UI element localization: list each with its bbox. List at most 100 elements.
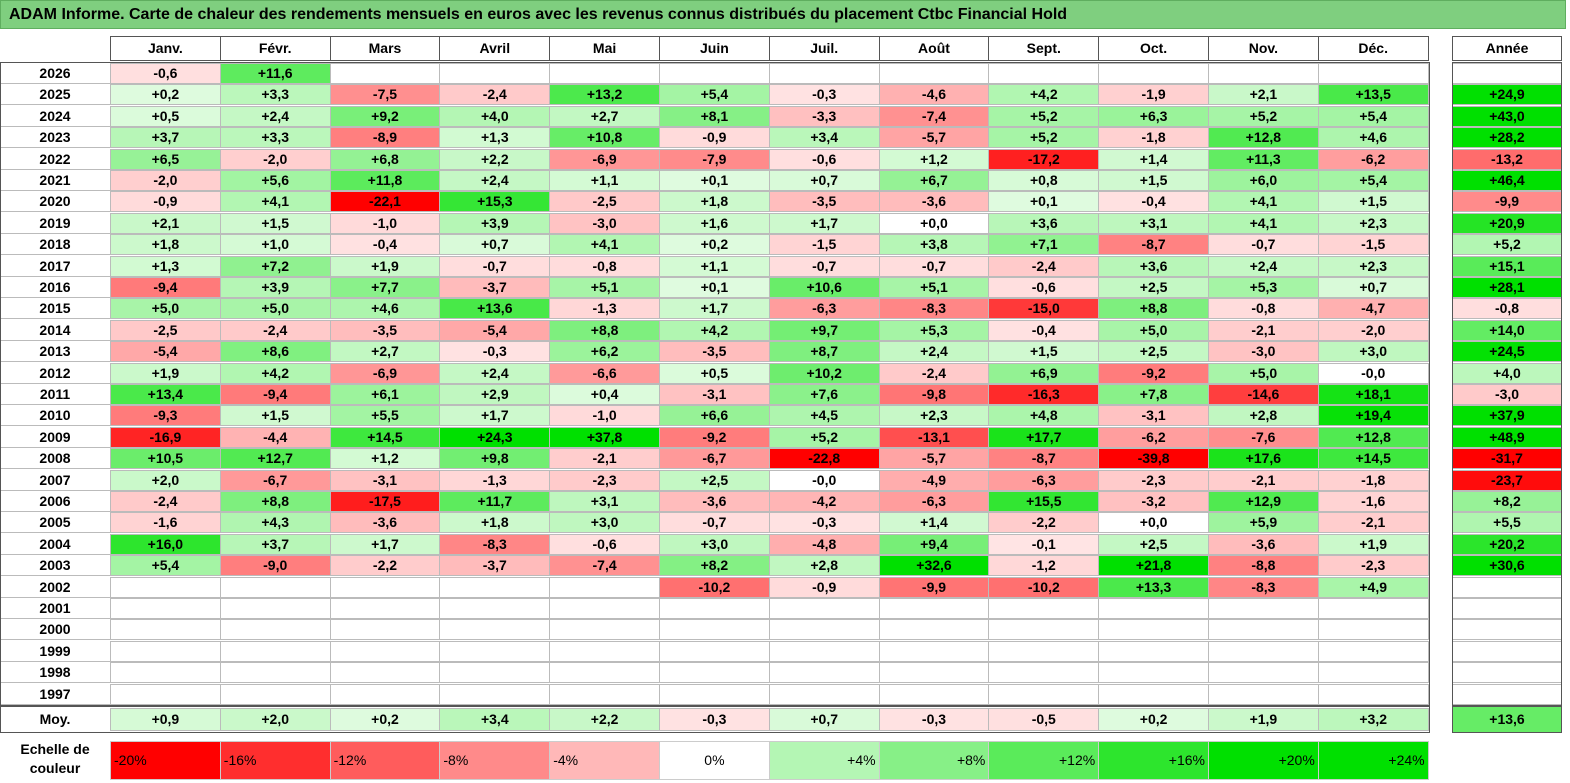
heatmap-cell: -0,4 bbox=[988, 319, 1100, 341]
heatmap-cell bbox=[110, 576, 221, 598]
heatmap-cell: -0,9 bbox=[659, 127, 770, 149]
heatmap-cell: +10,5 bbox=[110, 448, 221, 470]
heatmap-cell bbox=[219, 598, 331, 619]
heatmap-cell: +4,2 bbox=[219, 362, 331, 384]
heatmap-cell: -0,0 bbox=[768, 469, 880, 491]
heatmap-cell: -3,2 bbox=[1098, 491, 1209, 512]
heatmap-cell bbox=[878, 640, 990, 662]
heatmap-cell: +2,0 bbox=[110, 469, 221, 491]
heatmap-cell: -4,2 bbox=[768, 491, 880, 512]
heatmap-cell: -1,3 bbox=[549, 298, 660, 320]
heatmap-cell bbox=[329, 640, 441, 662]
heatmap-cell: +6,7 bbox=[878, 170, 990, 191]
heatmap-cell: -3,1 bbox=[659, 384, 770, 405]
year-label: 2007 bbox=[0, 470, 110, 491]
month-header: Nov. bbox=[1208, 36, 1319, 61]
color-scale-swatch: -4% bbox=[549, 741, 660, 780]
annual-cell: +5,5 bbox=[1452, 512, 1562, 534]
average-cell: +0,9 bbox=[110, 708, 221, 731]
heatmap-cell: -5,4 bbox=[110, 341, 221, 363]
heatmap-cell: -0,6 bbox=[549, 533, 660, 555]
heatmap-cell: -0,1 bbox=[988, 533, 1100, 555]
heatmap-cell bbox=[659, 63, 770, 84]
heatmap-cell bbox=[549, 63, 660, 84]
heatmap-cell: +10,8 bbox=[549, 127, 660, 149]
heatmap-cell: -6,6 bbox=[549, 362, 660, 384]
heatmap-cell: +1,3 bbox=[110, 255, 221, 277]
heatmap-cell: +5,2 bbox=[988, 105, 1100, 127]
heatmap-cell bbox=[549, 640, 660, 662]
month-header: Juin bbox=[659, 36, 770, 61]
heatmap-cell bbox=[1098, 63, 1209, 84]
page-title: ADAM Informe. Carte de chaleur des rende… bbox=[0, 0, 1566, 29]
year-label: 2010 bbox=[0, 405, 110, 427]
heatmap-cell: +1,7 bbox=[439, 405, 551, 427]
heatmap-cell bbox=[439, 63, 551, 84]
heatmap-cell: +3,8 bbox=[878, 234, 990, 256]
heatmap-cell bbox=[549, 683, 660, 705]
heatmap-cell bbox=[878, 683, 990, 705]
heatmap-cell: +9,4 bbox=[878, 533, 990, 555]
heatmap-cell bbox=[439, 662, 551, 684]
heatmap-cell bbox=[659, 619, 770, 641]
heatmap-cell: -2,0 bbox=[219, 148, 331, 170]
heatmap-cell: +5,3 bbox=[878, 319, 990, 341]
average-cell: -0,5 bbox=[988, 708, 1100, 731]
heatmap-cell bbox=[988, 683, 1100, 705]
average-cell: +2,0 bbox=[219, 708, 331, 731]
heatmap-cell: -0,3 bbox=[768, 512, 880, 534]
heatmap-cell: -2,3 bbox=[549, 469, 660, 491]
heatmap-cell: +1,2 bbox=[878, 148, 990, 170]
heatmap-cell: -1,9 bbox=[1098, 84, 1209, 106]
heatmap-cell: -1,0 bbox=[329, 212, 441, 234]
heatmap-cell: +6,2 bbox=[549, 341, 660, 363]
year-label: 2019 bbox=[0, 213, 110, 234]
heatmap-cell: +8,2 bbox=[659, 555, 770, 577]
heatmap-cell: -0,4 bbox=[1098, 191, 1209, 213]
heatmap-cell: +7,8 bbox=[1098, 384, 1209, 405]
month-header: Févr. bbox=[219, 36, 331, 61]
month-header: Mai bbox=[549, 36, 660, 61]
heatmap-cell: +19,4 bbox=[1317, 405, 1429, 427]
year-label: 2004 bbox=[0, 534, 110, 555]
heatmap-cell: +12,8 bbox=[1208, 127, 1319, 149]
heatmap-cell bbox=[549, 576, 660, 598]
heatmap-cell: -2,0 bbox=[110, 170, 221, 191]
heatmap-cell: +9,7 bbox=[768, 319, 880, 341]
heatmap-cell bbox=[1208, 640, 1319, 662]
heatmap-cell: +0,1 bbox=[659, 170, 770, 191]
heatmap-cell: +5,0 bbox=[110, 298, 221, 320]
heatmap-cell: -6,3 bbox=[878, 491, 990, 512]
annual-cell: +4,0 bbox=[1452, 362, 1562, 384]
heatmap-cell: +4,0 bbox=[439, 105, 551, 127]
annual-cell: +37,9 bbox=[1452, 405, 1562, 427]
heatmap-cell: -16,3 bbox=[988, 384, 1100, 405]
heatmap-cell: +11,3 bbox=[1208, 148, 1319, 170]
annual-cell: +43,0 bbox=[1452, 105, 1562, 127]
heatmap-cell: +14,5 bbox=[329, 426, 441, 448]
heatmap-cell: +15,3 bbox=[439, 191, 551, 213]
heatmap-cell: -2,4 bbox=[988, 255, 1100, 277]
heatmap-cell: +12,7 bbox=[219, 448, 331, 470]
heatmap-cell: +1,6 bbox=[659, 212, 770, 234]
heatmap-cell: -2,5 bbox=[110, 319, 221, 341]
heatmap-cell bbox=[659, 640, 770, 662]
average-cell: +0,2 bbox=[1098, 708, 1209, 731]
heatmap-cell bbox=[1208, 63, 1319, 84]
heatmap-cell: -5,4 bbox=[439, 319, 551, 341]
heatmap-cell: +2,1 bbox=[1208, 84, 1319, 106]
heatmap-cell: -6,3 bbox=[768, 298, 880, 320]
annual-cell: +20,2 bbox=[1452, 533, 1562, 555]
annual-cell: +46,4 bbox=[1452, 170, 1562, 191]
heatmap-cell: -7,4 bbox=[549, 555, 660, 577]
heatmap-cell: +1,5 bbox=[1317, 191, 1429, 213]
heatmap-cell: -6,2 bbox=[1098, 426, 1209, 448]
heatmap-cell: -4,7 bbox=[1317, 298, 1429, 320]
year-label: 2013 bbox=[0, 341, 110, 363]
year-label: 2015 bbox=[0, 298, 110, 320]
average-cell: +3,4 bbox=[439, 708, 551, 731]
heatmap-cell: -17,2 bbox=[988, 148, 1100, 170]
heatmap-cell bbox=[878, 598, 990, 619]
heatmap-cell: -2,1 bbox=[1208, 319, 1319, 341]
heatmap-cell bbox=[549, 598, 660, 619]
